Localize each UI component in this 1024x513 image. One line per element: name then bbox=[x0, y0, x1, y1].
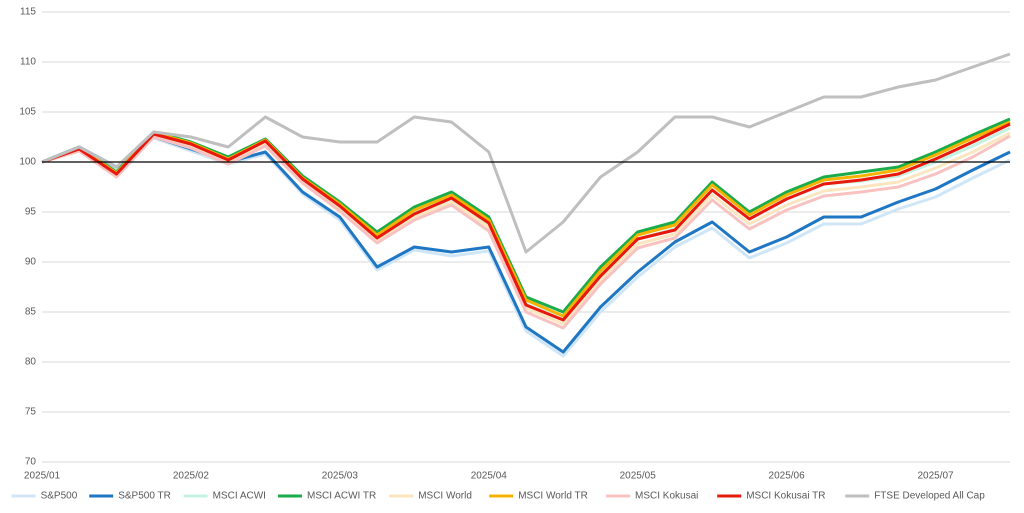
series-line bbox=[41, 136, 1011, 358]
x-tick-label: 2025/03 bbox=[322, 471, 359, 482]
legend-label: MSCI Kokusai bbox=[635, 491, 698, 502]
series-line bbox=[41, 52, 1011, 254]
legend-label: MSCI Kokusai TR bbox=[746, 491, 825, 502]
y-tick-label: 80 bbox=[25, 357, 37, 368]
legend-label: MSCI World bbox=[418, 491, 472, 502]
legend-label: MSCI ACWI TR bbox=[307, 491, 376, 502]
legend-label: MSCI World TR bbox=[518, 491, 588, 502]
x-tick-label: 2025/05 bbox=[620, 471, 657, 482]
legend-label: MSCI ACWI bbox=[213, 491, 266, 502]
x-tick-label: 2025/06 bbox=[769, 471, 806, 482]
x-tick-label: 2025/02 bbox=[173, 471, 210, 482]
y-tick-label: 90 bbox=[25, 257, 37, 268]
legend-label: FTSE Developed All Cap bbox=[874, 491, 985, 502]
x-tick-label: 2025/07 bbox=[917, 471, 954, 482]
y-tick-label: 70 bbox=[25, 457, 37, 468]
y-tick-label: 85 bbox=[25, 307, 37, 318]
legend-label: S&P500 bbox=[41, 491, 78, 502]
y-tick-label: 75 bbox=[25, 407, 37, 418]
series-line bbox=[41, 135, 1011, 354]
series-line bbox=[41, 122, 1011, 322]
series-line bbox=[41, 134, 1011, 330]
legend-label: S&P500 TR bbox=[118, 491, 171, 502]
y-tick-label: 115 bbox=[20, 7, 36, 18]
x-tick-label: 2025/01 bbox=[24, 471, 61, 482]
x-tick-label: 2025/04 bbox=[471, 471, 508, 482]
y-tick-label: 95 bbox=[25, 207, 37, 218]
y-tick-label: 105 bbox=[19, 107, 36, 118]
y-tick-label: 100 bbox=[19, 157, 36, 168]
y-tick-label: 110 bbox=[20, 57, 36, 68]
